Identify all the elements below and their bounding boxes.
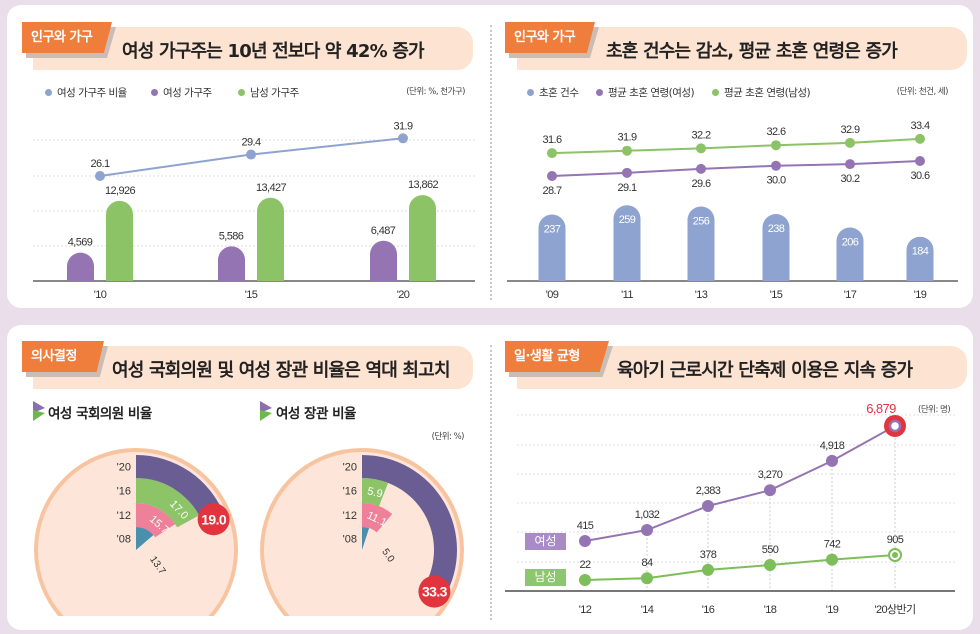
legend-item: 여성 가구주	[151, 85, 212, 100]
legend-label: 평균 초혼 연령(남성)	[724, 87, 811, 99]
subtitle-assembly: 여성 국회의원 비율	[48, 406, 152, 422]
legend-item: 남성 가구주	[238, 85, 299, 100]
subtitle-ministers: 여성 장관 비율	[276, 406, 356, 422]
series-label-male: 남성	[525, 569, 566, 586]
decision-banner	[33, 346, 473, 389]
legend-item: 초혼 건수	[527, 85, 579, 100]
decision-title: 여성 국회의원 및 여성 장관 비율은 역대 최고치	[112, 360, 451, 381]
worklife-tag: 일·생활 균형	[505, 341, 609, 372]
households-tag: 인구와 가구	[22, 22, 112, 53]
legend-label: 여성 가구주	[163, 87, 212, 99]
unit-label: (단위: 명)	[918, 405, 951, 415]
legend-item: 여성 가구주 비율	[45, 85, 127, 100]
bottom-divider	[490, 345, 492, 620]
legend-dot-icon	[712, 89, 719, 96]
households-title: 여성 가구주는 10년 전보다 약 42% 증가	[122, 41, 425, 62]
chevron-icon	[33, 401, 45, 421]
marriage-title: 초혼 건수는 감소, 평균 초혼 연령은 증가	[606, 41, 898, 62]
worklife-title: 육아기 근로시간 단축제 이용은 지속 증가	[617, 360, 913, 381]
top-divider	[490, 25, 492, 300]
decision-tag: 의사결정	[22, 341, 104, 372]
legend-dot-icon	[151, 89, 158, 96]
unit-label: (단위: %)	[431, 432, 465, 442]
chevron-icon	[260, 401, 272, 421]
legend-dot-icon	[527, 89, 534, 96]
legend-dot-icon	[45, 89, 52, 96]
legend-label: 남성 가구주	[250, 87, 299, 99]
legend-dot-icon	[596, 89, 603, 96]
unit-label: (단위: %, 천가구)	[406, 87, 465, 97]
unit-label: (단위: 천건, 세)	[896, 87, 949, 97]
legend-label: 초혼 건수	[539, 87, 579, 99]
legend-label: 평균 초혼 연령(여성)	[608, 87, 695, 99]
legend-label: 여성 가구주 비율	[57, 87, 127, 99]
legend-item: 평균 초혼 연령(여성)	[596, 85, 695, 100]
legend-item: 평균 초혼 연령(남성)	[712, 85, 811, 100]
series-label-female: 여성	[525, 533, 566, 550]
legend-dot-icon	[238, 89, 245, 96]
marriage-tag: 인구와 가구	[505, 22, 595, 53]
